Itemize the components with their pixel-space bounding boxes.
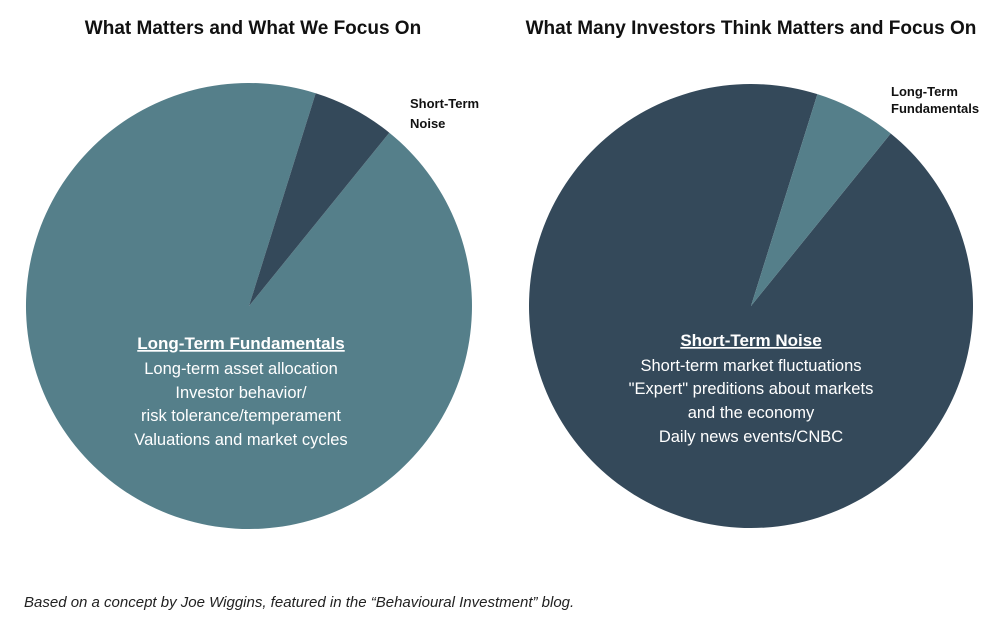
pie-slice-right-long-term-fundamentals (751, 94, 891, 306)
pie-slice-left-short-term-noise (249, 93, 390, 306)
pie-chart-right: What Many Investors Think Matters and Fo… (526, 18, 979, 529)
footnote: Based on a concept by Joe Wiggins, featu… (24, 594, 575, 611)
pie-slice-left-long-term-fundamentals (25, 82, 472, 529)
center-line-3-left: risk tolerance/temperament (141, 407, 341, 425)
center-line-2-right: "Expert" preditions about markets (629, 380, 874, 398)
center-line-4-right: Daily news events/CNBC (659, 428, 843, 446)
pie-slice-right-short-term-noise (529, 84, 974, 529)
chart-title-left: What Matters and What We Focus On (85, 18, 421, 39)
center-heading-left: Long-Term Fundamentals (137, 334, 344, 353)
chart-title-right: What Many Investors Think Matters and Fo… (526, 18, 977, 39)
center-line-3-right: and the economy (688, 404, 815, 422)
callout-line-1-right: Long-Term (891, 84, 958, 99)
slices-left (25, 82, 472, 529)
center-line-1-right: Short-term market fluctuations (641, 357, 862, 375)
callout-line-2-left: Noise (410, 116, 445, 131)
center-line-2-left: Investor behavior/ (175, 384, 307, 402)
center-line-1-left: Long-term asset allocation (144, 360, 338, 378)
center-line-4-left: Valuations and market cycles (134, 431, 347, 449)
callout-line-1-left: Short-Term (410, 96, 479, 111)
slices-right (529, 84, 974, 529)
center-heading-right: Short-Term Noise (680, 331, 821, 350)
callout-line-2-right: Fundamentals (891, 101, 979, 116)
pie-chart-left: What Matters and What We Focus On Short-… (25, 18, 479, 529)
